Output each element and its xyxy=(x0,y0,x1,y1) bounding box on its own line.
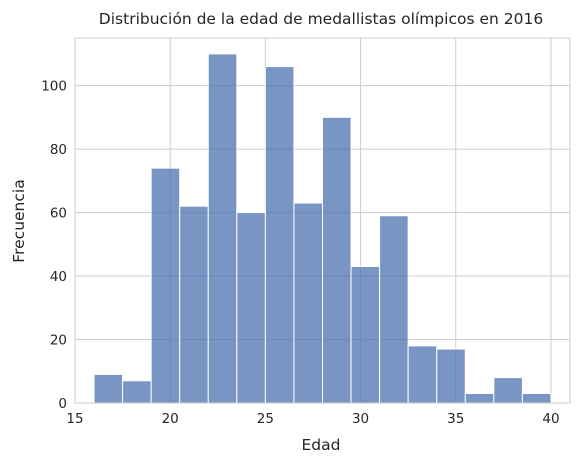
histogram-bar xyxy=(521,392,552,404)
y-tick-label: 0 xyxy=(58,396,67,412)
y-tick-label: 80 xyxy=(50,142,67,158)
histogram-bar xyxy=(293,202,324,404)
histogram-bar xyxy=(264,66,295,404)
x-tick-label: 40 xyxy=(542,411,559,427)
plot-frame xyxy=(74,37,571,404)
y-tick-label: 60 xyxy=(50,206,67,222)
x-tick-label: 20 xyxy=(162,411,179,427)
x-axis-label: Edad xyxy=(302,436,341,454)
histogram-bar xyxy=(493,377,523,404)
histogram-bar xyxy=(236,212,266,404)
histogram-bar xyxy=(407,345,438,404)
x-tick-label: 25 xyxy=(257,411,274,427)
y-tick-label: 20 xyxy=(50,333,67,349)
histogram-bars xyxy=(93,53,552,404)
histogram-bar xyxy=(207,53,238,404)
histogram-bar xyxy=(150,167,181,404)
x-tick-label: 30 xyxy=(352,411,369,427)
histogram-bar xyxy=(464,392,495,404)
histogram-bar xyxy=(350,266,381,404)
x-tick-label: 15 xyxy=(66,411,83,427)
x-tick-label: 35 xyxy=(447,411,464,427)
histogram-bar xyxy=(122,380,152,404)
histogram-bar xyxy=(436,348,466,404)
chart-title: Distribución de la edad de medallistas o… xyxy=(99,10,543,28)
y-tick-label: 40 xyxy=(50,269,67,285)
histogram-bar xyxy=(379,215,409,404)
histogram-bar xyxy=(179,205,209,404)
y-tick-labels: 0 20 40 60 80 100 xyxy=(41,79,67,412)
histogram-bar xyxy=(322,116,352,404)
y-axis-label: Frecuencia xyxy=(10,179,28,262)
x-tick-labels: 15 20 25 30 35 40 xyxy=(66,411,559,427)
histogram-bar xyxy=(93,373,124,404)
y-tick-label: 100 xyxy=(41,79,67,95)
